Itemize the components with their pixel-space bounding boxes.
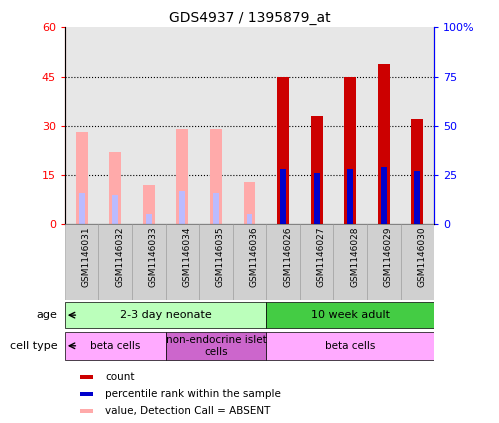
Bar [146, 214, 152, 224]
Bar [333, 224, 367, 300]
Text: beta cells: beta cells [325, 341, 375, 351]
Bar [132, 27, 166, 224]
Bar [244, 181, 255, 224]
Bar [233, 27, 266, 224]
Bar [112, 195, 118, 224]
Text: GSM1146027: GSM1146027 [317, 226, 326, 287]
Bar [367, 27, 401, 224]
Bar [143, 185, 155, 224]
Bar [109, 152, 121, 224]
Text: beta cells: beta cells [90, 341, 140, 351]
Bar [414, 171, 420, 224]
Text: GSM1146030: GSM1146030 [417, 226, 426, 287]
Bar [314, 173, 319, 224]
Bar [166, 27, 199, 224]
Bar [166, 224, 199, 300]
Bar [210, 129, 222, 224]
Text: non-endocrine islet
cells: non-endocrine islet cells [166, 335, 266, 357]
Bar [213, 193, 219, 224]
Bar [266, 332, 434, 360]
Bar [79, 193, 85, 224]
Bar [266, 27, 300, 224]
Text: 10 week adult: 10 week adult [311, 310, 390, 320]
Bar [378, 63, 390, 224]
Text: GSM1146029: GSM1146029 [384, 226, 393, 287]
Bar [401, 27, 434, 224]
Bar [266, 302, 434, 328]
Text: GSM1146033: GSM1146033 [149, 226, 158, 287]
Bar [80, 375, 93, 379]
Text: GSM1146034: GSM1146034 [182, 226, 191, 287]
Bar [76, 132, 87, 224]
Text: age: age [36, 310, 57, 320]
Text: GSM1146028: GSM1146028 [350, 226, 359, 287]
Text: GSM1146032: GSM1146032 [115, 226, 124, 287]
Bar [401, 224, 434, 300]
Bar [65, 27, 98, 224]
Text: value, Detection Call = ABSENT: value, Detection Call = ABSENT [105, 406, 271, 416]
Bar [280, 169, 286, 224]
Bar [132, 224, 166, 300]
Text: count: count [105, 372, 135, 382]
Bar [65, 332, 166, 360]
Text: GSM1146035: GSM1146035 [216, 226, 225, 287]
Bar [347, 169, 353, 224]
Bar [233, 224, 266, 300]
Bar [333, 27, 367, 224]
Bar [344, 77, 356, 224]
Bar [80, 409, 93, 413]
Bar [199, 224, 233, 300]
Text: percentile rank within the sample: percentile rank within the sample [105, 389, 281, 399]
Bar [80, 392, 93, 396]
Bar [98, 224, 132, 300]
Bar [98, 27, 132, 224]
Bar [166, 332, 266, 360]
Bar [266, 224, 300, 300]
Text: GSM1146036: GSM1146036 [250, 226, 258, 287]
Bar [300, 27, 333, 224]
Bar [177, 129, 188, 224]
Bar [65, 302, 266, 328]
Bar [412, 119, 423, 224]
Bar [311, 116, 322, 224]
Bar [247, 214, 252, 224]
Text: GSM1146026: GSM1146026 [283, 226, 292, 287]
Bar [367, 224, 401, 300]
Bar [300, 224, 333, 300]
Text: 2-3 day neonate: 2-3 day neonate [120, 310, 212, 320]
Bar [381, 167, 387, 224]
Bar [65, 224, 98, 300]
Text: cell type: cell type [10, 341, 57, 351]
Text: GSM1146031: GSM1146031 [82, 226, 91, 287]
Bar [277, 77, 289, 224]
Bar [180, 191, 185, 224]
Bar [199, 27, 233, 224]
Title: GDS4937 / 1395879_at: GDS4937 / 1395879_at [169, 11, 330, 25]
